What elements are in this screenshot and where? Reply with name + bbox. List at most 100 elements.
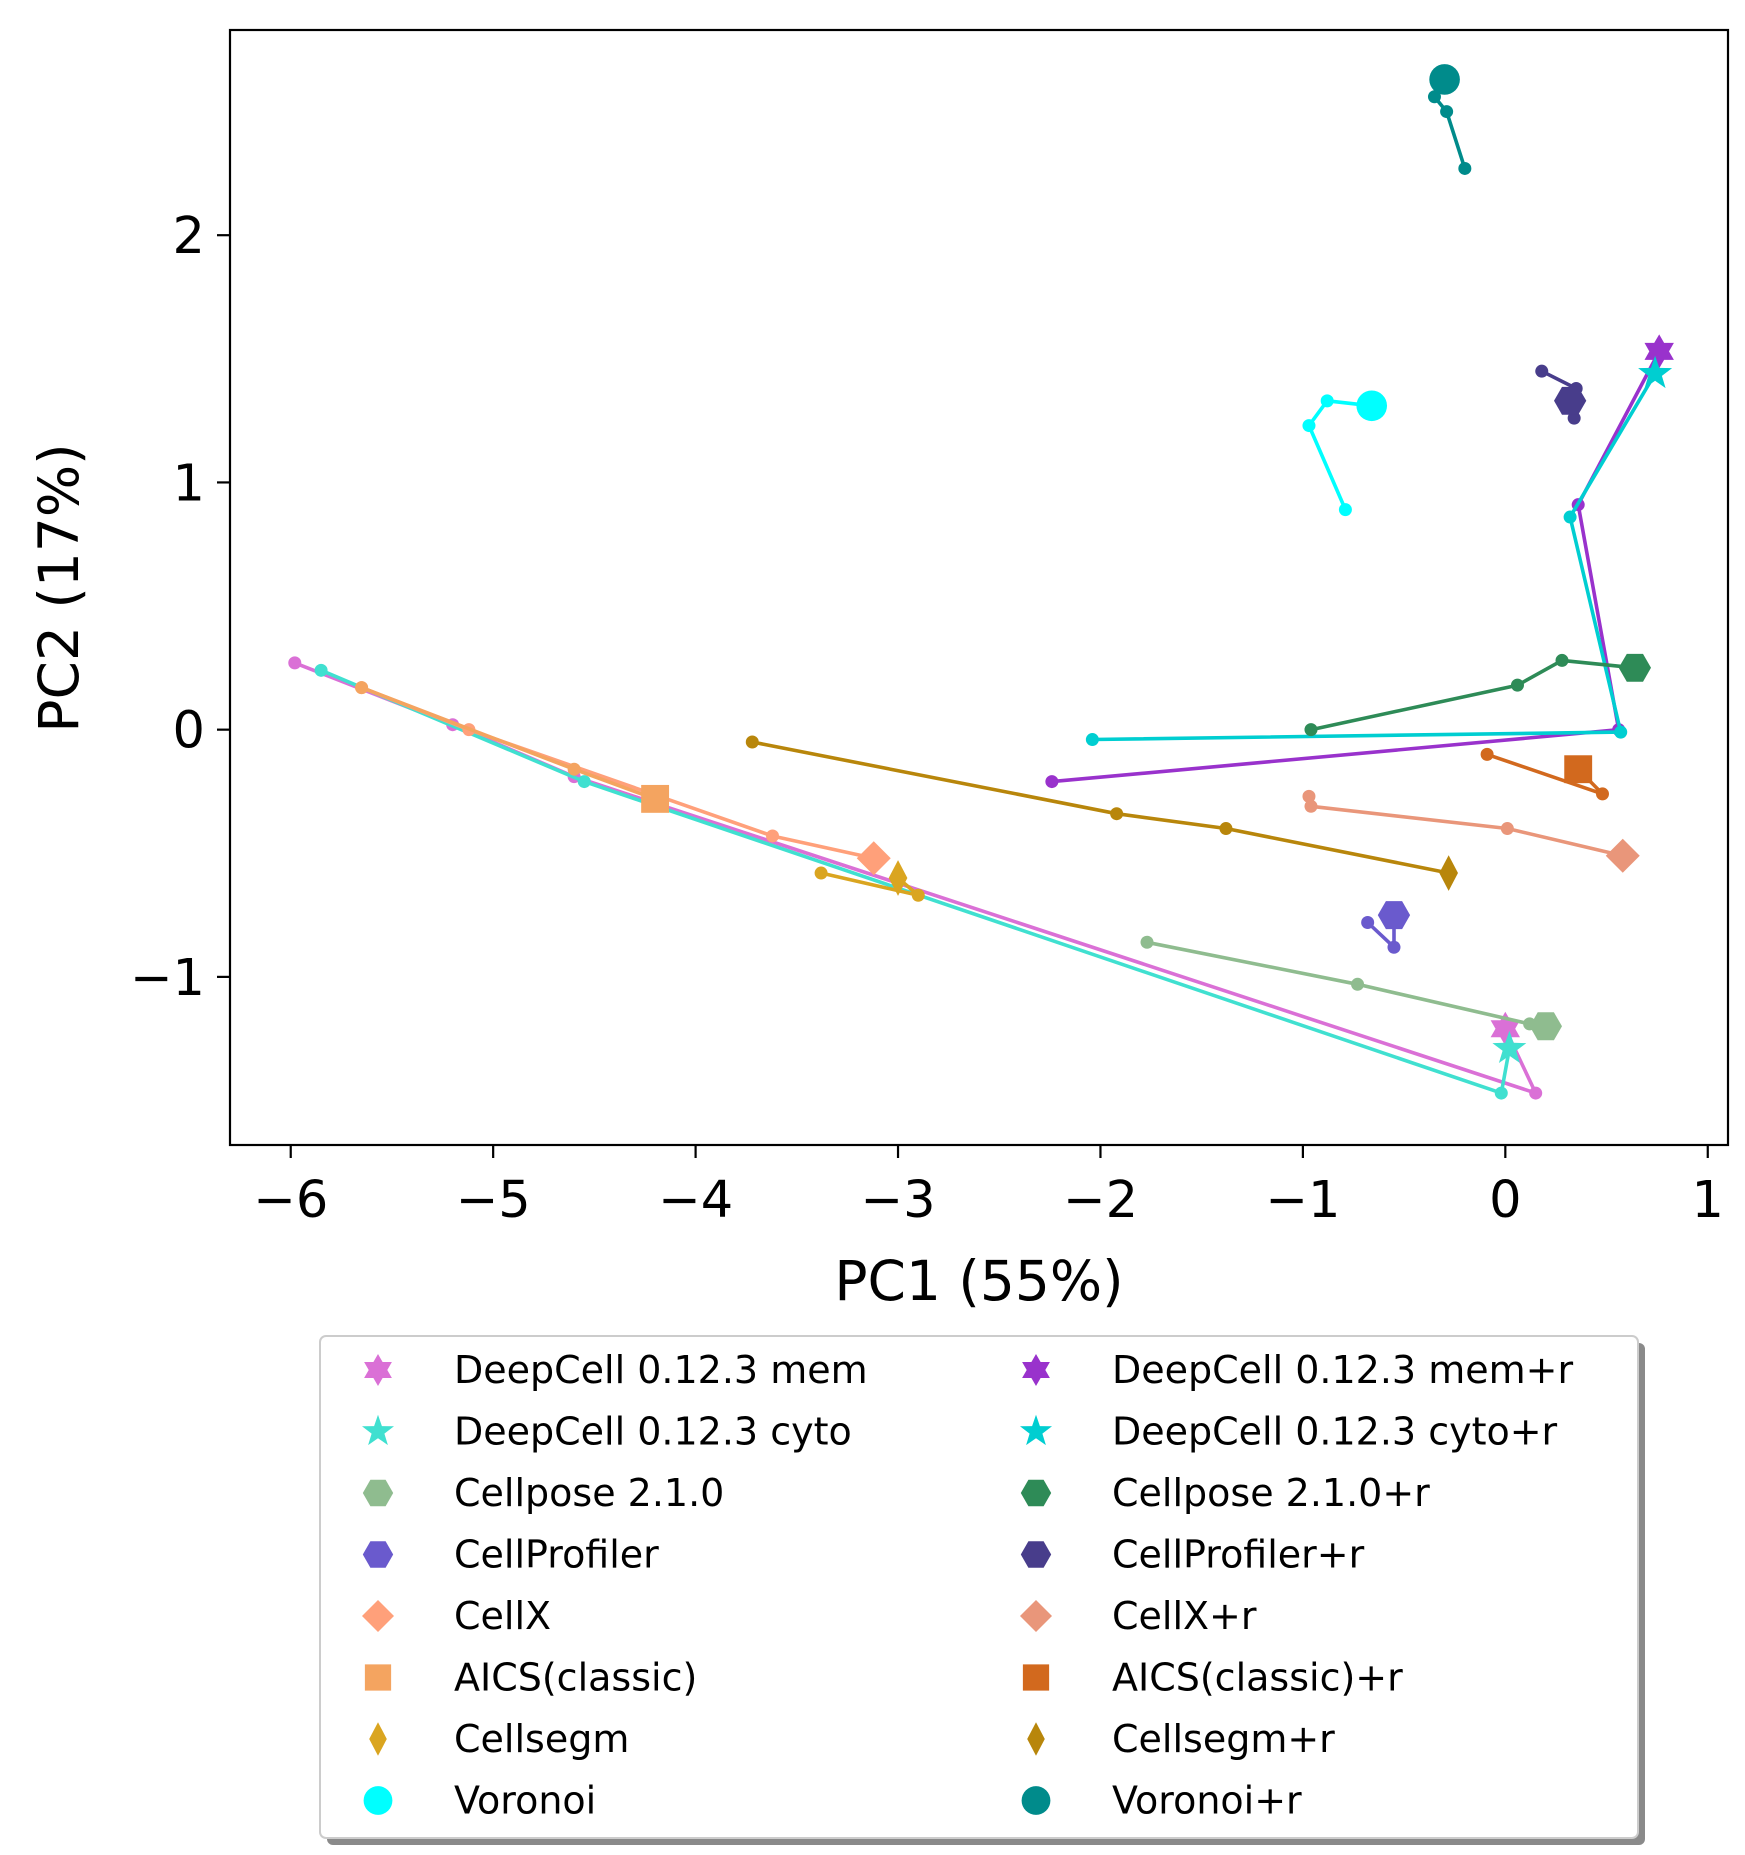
data-point <box>1614 725 1628 739</box>
series-line <box>1310 658 1636 732</box>
x-tick-label: 0 <box>1489 1171 1521 1230</box>
y-tick-label: 2 <box>173 207 205 266</box>
x-tick-label: 1 <box>1692 1171 1724 1230</box>
series-line <box>1307 796 1624 858</box>
final-point-marker <box>1529 1012 1562 1041</box>
final-point-marker <box>1439 855 1458 891</box>
legend-entry: AICS(classic)+r <box>1022 1656 1403 1700</box>
legend-marker <box>364 1664 392 1691</box>
legend-label: DeepCell 0.12.3 cyto <box>454 1410 852 1454</box>
data-point <box>1535 364 1549 378</box>
series-group <box>1085 355 1673 747</box>
data-point <box>1361 915 1375 929</box>
final-point-marker <box>1638 355 1673 389</box>
data-point <box>766 829 780 843</box>
series-group <box>1304 653 1651 737</box>
x-tick-label: −4 <box>658 1171 733 1230</box>
legend-label: CellX <box>454 1594 551 1638</box>
legend-entry: AICS(classic) <box>364 1656 697 1700</box>
series-group <box>1361 901 1411 954</box>
series-group <box>1302 789 1640 873</box>
legend-label: CellProfiler+r <box>1112 1533 1365 1577</box>
legend-label: AICS(classic)+r <box>1112 1656 1403 1700</box>
legend-marker <box>1022 1354 1050 1386</box>
legend-marker <box>1022 1664 1050 1691</box>
data-point <box>1219 822 1233 836</box>
final-point-marker <box>1356 390 1388 422</box>
data-point <box>1480 747 1494 761</box>
data-point <box>1555 653 1569 667</box>
data-point <box>911 888 925 902</box>
legend-entry: Cellpose 2.1.0 <box>362 1471 724 1515</box>
legend-label: Cellsegm <box>454 1717 629 1761</box>
legend-marker <box>362 1414 394 1446</box>
data-point <box>1045 775 1059 789</box>
series-group <box>1140 935 1562 1041</box>
data-point <box>1440 105 1454 119</box>
data-point <box>1427 90 1441 104</box>
legend-marker <box>362 1479 394 1507</box>
legend-label: CellProfiler <box>454 1533 659 1577</box>
x-axis: −6 −5 −4 −3 −2 −1 0 1 <box>253 1145 1724 1230</box>
series-line <box>360 685 656 801</box>
series-line <box>360 685 875 860</box>
x-tick-label: −1 <box>1265 1171 1340 1230</box>
data-point <box>1110 807 1124 821</box>
series-group <box>1045 334 1674 789</box>
legend-marker <box>1027 1722 1045 1756</box>
series-line <box>1307 398 1372 511</box>
legend-marker <box>1020 1479 1052 1507</box>
final-point-marker <box>1644 334 1674 369</box>
data-point <box>814 866 828 880</box>
y-axis-label: PC2 (17%) <box>27 443 91 732</box>
legend: DeepCell 0.12.3 mem DeepCell 0.12.3 cyto C… <box>319 1335 1645 1845</box>
legend-entry: Cellpose 2.1.0+r <box>1020 1471 1430 1515</box>
data-point <box>745 735 759 749</box>
legend-entry: DeepCell 0.12.3 cyto <box>362 1410 852 1454</box>
legend-label: AICS(classic) <box>454 1656 697 1700</box>
legend-marker <box>1020 1600 1052 1632</box>
y-tick-label: 1 <box>173 454 205 513</box>
data-point <box>1302 789 1316 803</box>
legend-label: Cellpose 2.1.0 <box>454 1471 724 1515</box>
legend-items: DeepCell 0.12.3 mem DeepCell 0.12.3 cyto C… <box>362 1348 1573 1823</box>
x-tick-label: −3 <box>860 1171 935 1230</box>
data-point <box>1304 723 1318 737</box>
final-point-marker <box>1554 386 1587 415</box>
final-point-marker <box>1429 64 1460 95</box>
data-point <box>567 762 581 776</box>
data-point <box>1494 1086 1508 1100</box>
legend-marker <box>1020 1414 1052 1446</box>
legend-entry: CellProfiler <box>362 1533 659 1577</box>
plot-frame <box>228 28 1730 1147</box>
legend-label: CellX+r <box>1112 1594 1257 1638</box>
series-line <box>1092 372 1657 742</box>
data-point <box>1595 787 1609 801</box>
legend-entry: Voronoi <box>363 1779 596 1823</box>
legend-entry: Cellsegm <box>369 1717 629 1761</box>
series-line <box>320 668 1512 1095</box>
legend-label: Cellsegm+r <box>1112 1717 1335 1761</box>
series-line <box>1051 350 1661 784</box>
data-point <box>1085 733 1099 747</box>
final-point-marker <box>888 860 908 896</box>
legend-entry: Voronoi+r <box>1021 1779 1302 1823</box>
data-point <box>314 663 328 677</box>
series-group <box>355 681 891 876</box>
legend-marker <box>1020 1541 1052 1568</box>
legend-label: DeepCell 0.12.3 mem+r <box>1112 1348 1573 1392</box>
data-point <box>1387 940 1401 954</box>
series-group <box>1535 364 1587 425</box>
series-group <box>314 663 1527 1100</box>
y-axis: −1 0 1 2 <box>130 207 230 1008</box>
series-line <box>294 661 1538 1095</box>
data-point <box>288 656 302 670</box>
series-group <box>1302 390 1388 517</box>
y-tick-label: −1 <box>130 949 205 1008</box>
legend-frame <box>319 1335 1639 1839</box>
x-axis-label: PC1 (55%) <box>834 1249 1123 1313</box>
legend-entry: CellProfiler+r <box>1020 1533 1365 1577</box>
final-point-marker <box>1618 653 1651 682</box>
legend-marker <box>362 1541 394 1568</box>
